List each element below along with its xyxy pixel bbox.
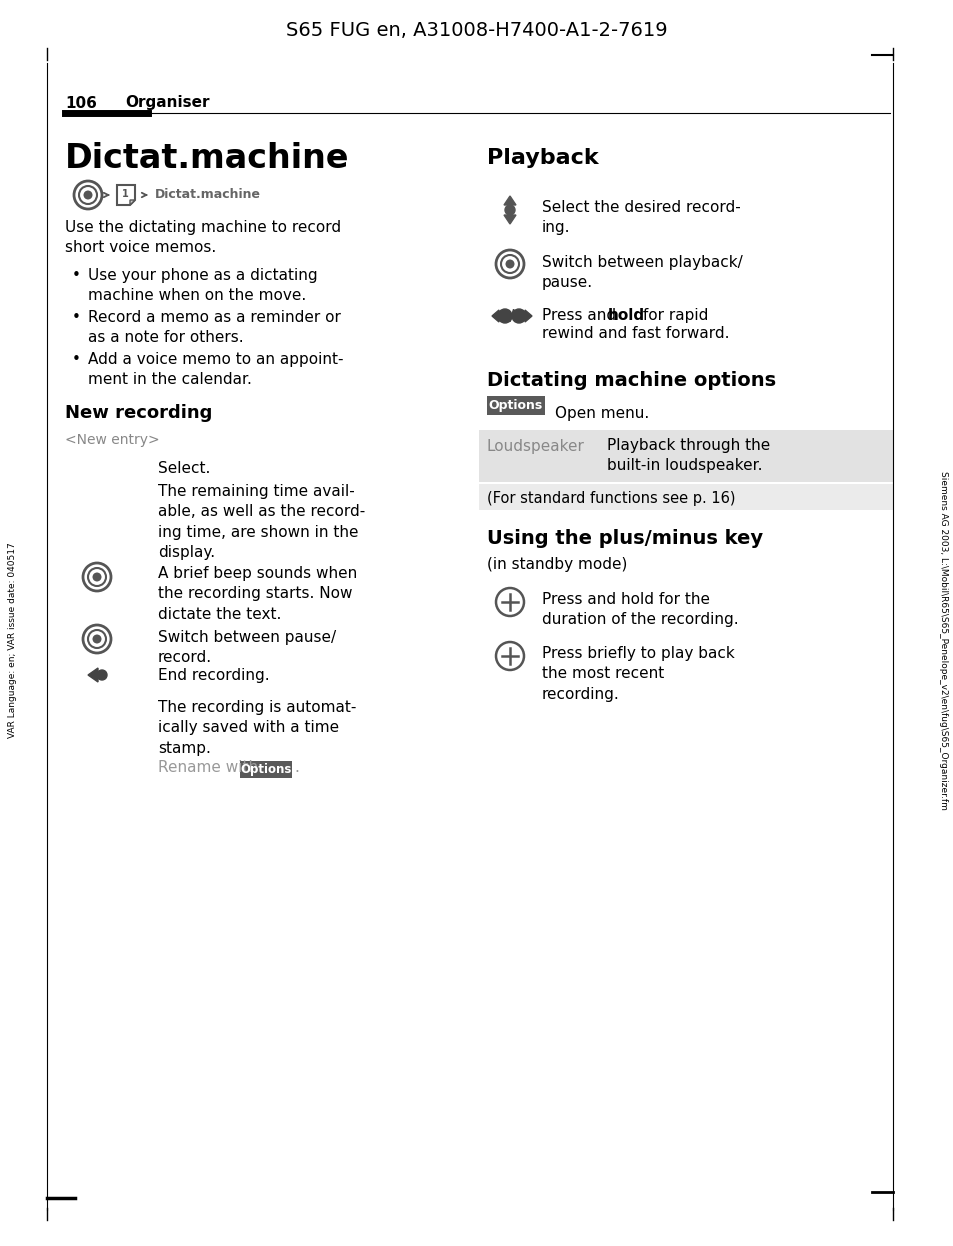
Text: Switch between pause/
record.: Switch between pause/ record. xyxy=(158,630,335,665)
Text: Rename with: Rename with xyxy=(158,760,263,775)
Text: S65 FUG en, A31008-H7400-A1-2-7619: S65 FUG en, A31008-H7400-A1-2-7619 xyxy=(286,20,667,40)
Polygon shape xyxy=(492,310,498,321)
Text: Options: Options xyxy=(240,763,292,776)
Text: 1: 1 xyxy=(121,189,129,199)
Text: /: / xyxy=(509,309,515,324)
Text: •: • xyxy=(71,353,81,368)
Polygon shape xyxy=(503,216,516,224)
Text: rewind and fast forward.: rewind and fast forward. xyxy=(541,326,729,341)
FancyBboxPatch shape xyxy=(478,483,892,510)
Text: for rapid: for rapid xyxy=(638,308,708,323)
Text: (For standard functions see p. 16): (For standard functions see p. 16) xyxy=(486,491,735,506)
Text: Open menu.: Open menu. xyxy=(555,406,649,421)
Text: .: . xyxy=(294,760,298,775)
Text: Options: Options xyxy=(488,399,542,412)
Text: New recording: New recording xyxy=(65,404,213,422)
Circle shape xyxy=(497,309,512,323)
Text: Loudspeaker: Loudspeaker xyxy=(486,439,584,454)
Text: The recording is automat-
ically saved with a time
stamp.: The recording is automat- ically saved w… xyxy=(158,700,356,756)
Text: Siemens AG 2003, L:\Mobil\R65\S65_Penelope_v2\en\fug\S65_Organizer.fm: Siemens AG 2003, L:\Mobil\R65\S65_Penelo… xyxy=(939,471,947,810)
Circle shape xyxy=(512,309,525,323)
Circle shape xyxy=(84,191,92,199)
Text: Use the dictating machine to record
short voice memos.: Use the dictating machine to record shor… xyxy=(65,221,341,255)
FancyBboxPatch shape xyxy=(478,430,892,482)
Circle shape xyxy=(92,634,101,643)
Text: A brief beep sounds when
the recording starts. Now
dictate the text.: A brief beep sounds when the recording s… xyxy=(158,566,356,622)
Text: Using the plus/minus key: Using the plus/minus key xyxy=(486,528,762,547)
Text: Dictat.machine: Dictat.machine xyxy=(154,188,261,202)
Text: Press and: Press and xyxy=(541,308,620,323)
Circle shape xyxy=(505,259,514,268)
Circle shape xyxy=(92,572,101,582)
Text: Press and hold for the
duration of the recording.: Press and hold for the duration of the r… xyxy=(541,592,738,628)
Text: End recording.: End recording. xyxy=(158,668,270,683)
Text: Playback: Playback xyxy=(486,148,598,168)
Text: Record a memo as a reminder or
as a note for others.: Record a memo as a reminder or as a note… xyxy=(88,310,340,345)
Text: Organiser: Organiser xyxy=(125,96,210,111)
Circle shape xyxy=(504,206,515,216)
Polygon shape xyxy=(117,184,135,206)
FancyBboxPatch shape xyxy=(486,396,544,415)
Text: VAR Language: en; VAR issue date: 040517: VAR Language: en; VAR issue date: 040517 xyxy=(9,542,17,738)
Text: Select the desired record-
ing.: Select the desired record- ing. xyxy=(541,201,740,235)
Text: 106: 106 xyxy=(65,96,97,111)
Polygon shape xyxy=(503,196,516,206)
Text: <New entry>: <New entry> xyxy=(65,434,159,447)
Text: Add a voice memo to an appoint-
ment in the calendar.: Add a voice memo to an appoint- ment in … xyxy=(88,353,343,388)
Text: Select.: Select. xyxy=(158,461,211,476)
Text: hold: hold xyxy=(607,308,644,323)
Text: Press briefly to play back
the most recent
recording.: Press briefly to play back the most rece… xyxy=(541,645,734,701)
FancyBboxPatch shape xyxy=(240,761,292,778)
Polygon shape xyxy=(130,201,135,206)
Polygon shape xyxy=(88,668,98,682)
Text: Use your phone as a dictating
machine when on the move.: Use your phone as a dictating machine wh… xyxy=(88,268,317,303)
Text: Switch between playback/
pause.: Switch between playback/ pause. xyxy=(541,255,742,290)
Circle shape xyxy=(97,670,107,680)
Polygon shape xyxy=(524,310,532,321)
Text: •: • xyxy=(71,310,81,325)
Text: •: • xyxy=(71,268,81,283)
Text: (in standby mode): (in standby mode) xyxy=(486,557,627,572)
Text: Playback through the
built-in loudspeaker.: Playback through the built-in loudspeake… xyxy=(606,439,769,473)
Text: The remaining time avail-
able, as well as the record-
ing time, are shown in th: The remaining time avail- able, as well … xyxy=(158,483,365,561)
Text: Dictat.machine: Dictat.machine xyxy=(65,142,349,174)
Text: Dictating machine options: Dictating machine options xyxy=(486,370,776,390)
